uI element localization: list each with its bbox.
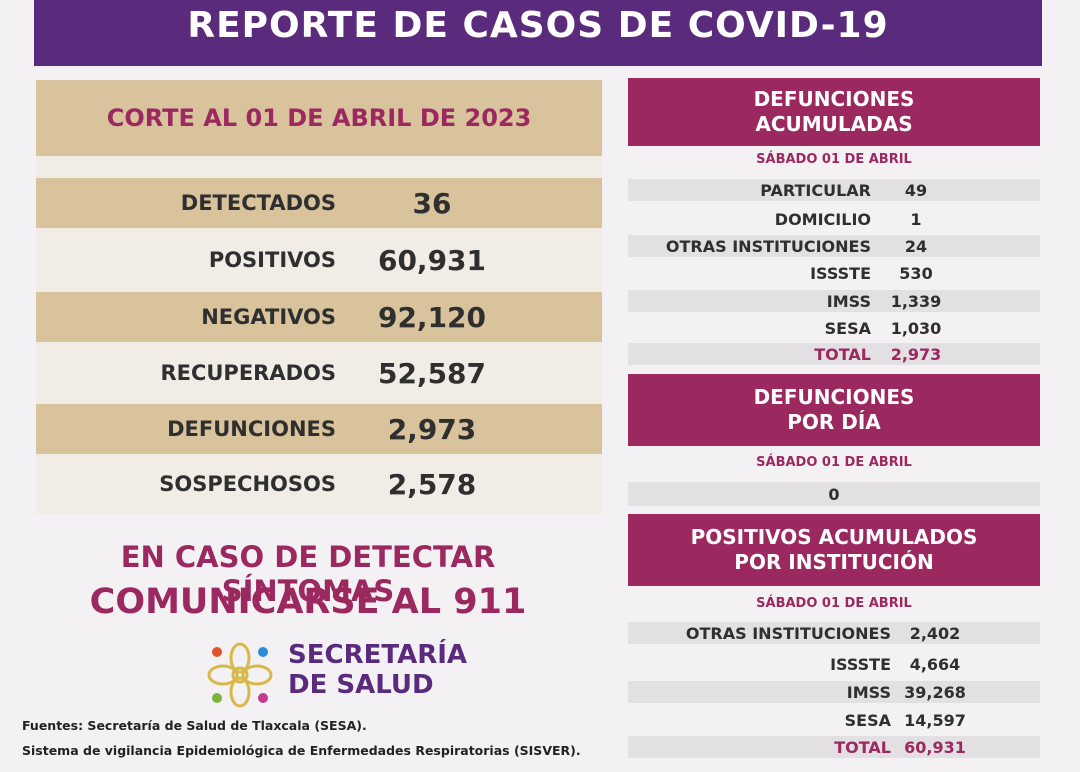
summary-panel: CORTE AL 01 DE ABRIL DE 2023 DETECTADOS … [36,80,602,514]
table-row: ISSSTE 4,664 [830,654,961,674]
report-title: REPORTE DE CASOS DE COVID-19 [34,0,1042,66]
table-row: ISSSTE 530 [810,263,933,283]
table-row: OTRAS INSTITUCIONES 2,402 [628,622,1040,644]
table-row: DOMICILIO 1 [774,209,922,229]
deaths-daily-date: SÁBADO 01 DE ABRIL [756,455,912,470]
table-row-total: TOTAL 2,973 [628,343,1040,365]
cutoff-date: CORTE AL 01 DE ABRIL DE 2023 [36,80,602,156]
deaths-cumulative-header: DEFUNCIONES ACUMULADAS [628,78,1040,146]
positives-header: POSITIVOS ACUMULADOS POR INSTITUCIÓN [628,514,1040,586]
summary-value: 60,931 [377,243,487,277]
table-row: IMSS 1,339 [628,290,1040,312]
summary-row-positivos: POSITIVOS 60,931 [36,228,602,292]
summary-value: 92,120 [377,300,487,334]
summary-row-negativos: NEGATIVOS 92,120 [36,292,602,342]
table-row: PARTICULAR 49 [628,179,1040,201]
table-row: OTRAS INSTITUCIONES 24 [628,235,1040,257]
summary-label: NEGATIVOS [201,305,336,329]
table-row: SESA 14,597 [844,710,966,730]
summary-spacer [36,156,602,178]
summary-row-detectados: DETECTADOS 36 [36,178,602,228]
summary-label: RECUPERADOS [160,361,336,385]
table-row: SESA 1,030 [824,318,942,338]
positives-date: SÁBADO 01 DE ABRIL [756,596,912,611]
summary-row-defunciones: DEFUNCIONES 2,973 [36,404,602,454]
summary-label: POSITIVOS [208,248,336,272]
table-row-total: TOTAL 60,931 [628,736,1040,758]
sources-line-2: Sistema de vigilancia Epidemiológica de … [22,743,581,758]
summary-value: 52,587 [377,356,487,390]
summary-row-recuperados: RECUPERADOS 52,587 [36,342,602,404]
symptoms-notice: EN CASO DE DETECTAR SÍNTOMAS [120,540,496,608]
flower-logo-icon [207,642,273,708]
sources-line-1: Fuentes: Secretaría de Salud de Tlaxcala… [22,718,367,733]
summary-row-sospechosos: SOSPECHOSOS 2,578 [36,454,602,514]
hotline-notice: COMUNICARSE AL 911 [89,582,527,622]
summary-label: DETECTADOS [180,191,336,215]
summary-value: 2,578 [387,467,477,501]
summary-value: 2,973 [387,412,477,446]
table-row: IMSS 39,268 [628,681,1040,703]
secretaria-logo-text: SECRETARÍA DE SALUD [288,640,468,700]
summary-label: SOSPECHOSOS [159,472,336,496]
deaths-cumulative-date: SÁBADO 01 DE ABRIL [756,152,912,167]
summary-value: 36 [412,186,452,220]
deaths-daily-value: 0 [628,482,1040,506]
summary-label: DEFUNCIONES [167,417,336,441]
deaths-daily-header: DEFUNCIONES POR DÍA [628,374,1040,446]
